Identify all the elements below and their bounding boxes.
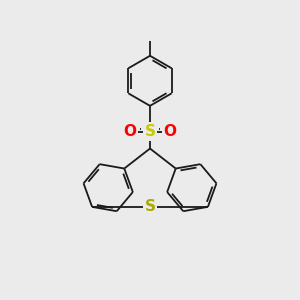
Text: O: O [164,124,176,139]
Text: S: S [145,200,155,214]
Text: O: O [124,124,136,139]
Text: S: S [145,124,155,139]
